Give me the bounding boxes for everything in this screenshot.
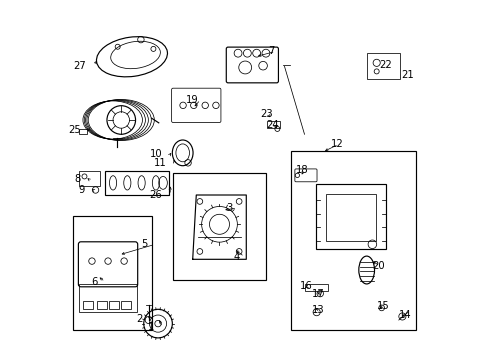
Bar: [315, 184, 385, 249]
Text: 10: 10: [149, 149, 162, 159]
Text: 8: 8: [75, 174, 81, 184]
Bar: [83, 301, 93, 309]
Text: 19: 19: [186, 95, 199, 105]
Bar: [266, 121, 280, 128]
Bar: [305, 284, 327, 292]
Text: 27: 27: [73, 61, 85, 71]
Text: 6: 6: [91, 277, 97, 287]
Text: 13: 13: [312, 305, 325, 315]
Bar: [325, 194, 375, 241]
Text: 14: 14: [398, 310, 410, 320]
Text: 5: 5: [141, 239, 147, 249]
Text: 20: 20: [372, 261, 384, 271]
Text: 17: 17: [311, 289, 324, 298]
Text: 24: 24: [265, 120, 278, 130]
Text: 16: 16: [299, 282, 312, 292]
Bar: [97, 301, 106, 309]
Text: 7: 7: [267, 46, 274, 57]
Text: 15: 15: [376, 301, 388, 311]
Bar: [105, 171, 168, 195]
Text: 22: 22: [379, 60, 391, 70]
Text: 26: 26: [149, 190, 162, 200]
Bar: [366, 53, 400, 79]
Text: 23: 23: [260, 109, 273, 119]
Text: 1: 1: [148, 322, 154, 332]
Bar: [290, 152, 415, 330]
Text: 9: 9: [79, 185, 85, 195]
Text: 12: 12: [330, 139, 343, 149]
Text: 21: 21: [401, 70, 414, 80]
Bar: [109, 301, 119, 309]
Text: 2: 2: [136, 314, 142, 324]
Bar: [121, 301, 131, 309]
Bar: [80, 171, 100, 186]
Bar: [173, 173, 265, 280]
Text: 3: 3: [226, 203, 232, 213]
Bar: [80, 129, 87, 134]
Text: 25: 25: [68, 125, 81, 135]
Bar: [79, 284, 137, 312]
Text: 18: 18: [296, 165, 308, 175]
Text: 4: 4: [233, 252, 239, 262]
Bar: [73, 216, 151, 330]
Text: 11: 11: [154, 158, 166, 168]
